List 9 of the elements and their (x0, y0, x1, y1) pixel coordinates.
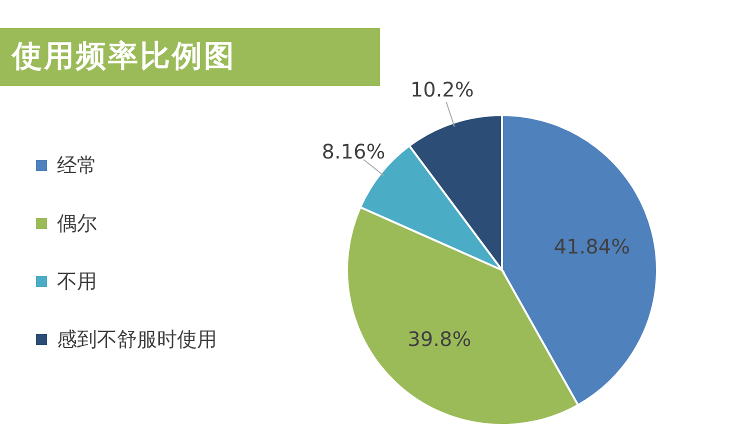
legend-label: 经常 (57, 152, 97, 178)
data-label: 8.16% (322, 139, 386, 164)
chart-title: 使用频率比例图 (0, 28, 380, 86)
legend-label: 偶尔 (57, 210, 97, 236)
data-label: 41.84% (554, 234, 630, 258)
legend-label: 不用 (57, 268, 97, 294)
data-label: 39.8% (408, 326, 472, 351)
legend-label: 感到不舒服时使用 (57, 326, 217, 352)
data-label: 10.2% (410, 78, 474, 102)
